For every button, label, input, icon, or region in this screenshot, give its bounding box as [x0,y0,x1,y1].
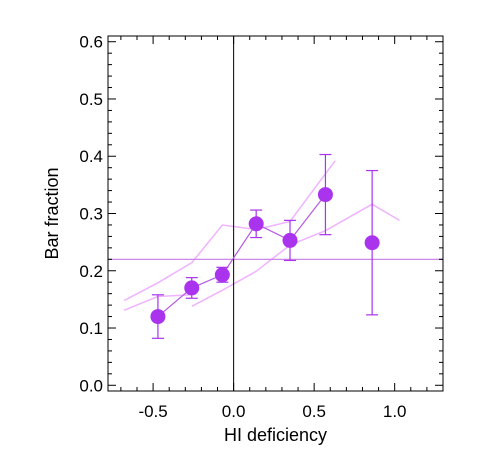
y-tick-label: 0.0 [79,376,103,395]
data-point [248,216,264,232]
y-axis-title: Bar fraction [42,167,62,259]
y-axis-ticks: 0.0 0.1 0.2 0.3 0.4 0.5 0.6 [79,33,443,395]
y-tick-label: 0.1 [79,319,103,338]
confidence-bands [123,160,400,311]
series-line [157,194,326,318]
data-point [150,309,166,325]
data-point [184,280,200,296]
y-tick-label: 0.3 [79,205,103,224]
data-point [364,235,380,251]
x-tick-label: 1.0 [383,402,407,421]
y-tick-label: 0.5 [79,90,103,109]
y-tick-label: 0.6 [79,33,103,52]
x-tick-label: -0.5 [138,402,167,421]
y-tick-label: 0.4 [79,147,103,166]
error-bars [151,153,379,339]
x-tick-label: 0.0 [222,402,246,421]
band-line-0 [123,160,336,302]
data-point [214,267,230,283]
x-axis-title: HI deficiency [224,425,327,445]
data-points [150,187,380,325]
reference-lines [108,36,443,391]
x-axis-ticks: -0.5 0.0 0.5 1.0 [120,36,444,421]
x-tick-label: 0.5 [302,402,326,421]
series-connector [157,194,326,318]
data-point [317,187,333,203]
band-line-1 [191,203,400,307]
y-tick-label: 0.2 [79,262,103,281]
data-point [282,232,298,248]
